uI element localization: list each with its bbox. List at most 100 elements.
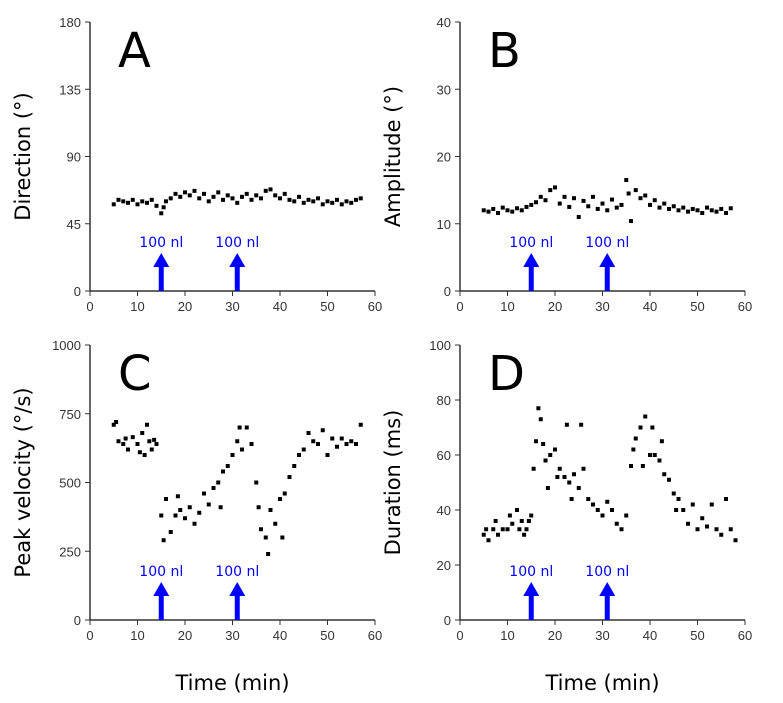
x-tick-label: 10 [500, 628, 514, 643]
data-point [216, 480, 221, 485]
data-point [481, 532, 486, 537]
data-point [316, 196, 320, 201]
data-point [529, 202, 534, 207]
x-tick-label: 30 [225, 628, 239, 643]
injection-arrow-shaft [234, 594, 240, 620]
x-tick-label: 0 [456, 299, 463, 314]
x-tick-label: 20 [178, 628, 192, 643]
y-tick-label: 90 [67, 150, 81, 165]
x-tick-label: 10 [500, 299, 514, 314]
injection-arrow-icon [523, 253, 540, 267]
injection-label: 100 nl [139, 235, 183, 251]
data-point [206, 199, 211, 204]
data-point [111, 202, 116, 207]
data-point [626, 191, 631, 196]
data-point [256, 505, 261, 510]
data-point [240, 447, 244, 452]
injection-arrow-shaft [158, 265, 164, 291]
y-tick-label: 80 [437, 393, 451, 408]
data-point [719, 532, 724, 537]
x-tick-label: 40 [273, 299, 287, 314]
data-point [648, 453, 652, 457]
data-point [225, 193, 230, 198]
data-point [690, 206, 695, 211]
data-point [505, 527, 510, 532]
data-point [629, 464, 633, 468]
data-point [695, 527, 700, 532]
data-point [652, 453, 657, 457]
data-point [676, 497, 681, 501]
data-point [662, 201, 667, 206]
injection-arrow-shaft [528, 265, 534, 291]
data-point [557, 201, 562, 206]
data-point [344, 442, 349, 446]
data-point [187, 505, 192, 510]
data-point [292, 464, 297, 468]
y-tick-label: 1000 [52, 338, 81, 353]
data-point [197, 196, 202, 201]
data-point [562, 194, 567, 199]
data-point [280, 535, 285, 540]
data-point [586, 204, 591, 209]
y-tick-label: 100 [429, 338, 451, 353]
data-point [320, 428, 325, 433]
data-point [705, 524, 709, 529]
data-point [135, 202, 140, 207]
data-point [714, 527, 719, 532]
data-point [230, 453, 235, 457]
data-point [137, 450, 142, 455]
data-point [311, 439, 316, 444]
data-point [555, 475, 560, 479]
data-point [311, 199, 316, 204]
data-point [638, 196, 643, 201]
x-tick-label: 50 [690, 628, 704, 643]
data-point [534, 439, 538, 444]
data-point [282, 191, 287, 196]
data-point [614, 521, 619, 526]
data-point [576, 215, 581, 220]
data-point [724, 210, 728, 215]
x-tick-label: 50 [320, 299, 334, 314]
y-tick-label: 20 [437, 558, 451, 573]
data-point [140, 199, 145, 204]
x-tick-label: 60 [738, 628, 752, 643]
data-point [225, 464, 230, 468]
data-point [591, 502, 595, 507]
data-point [581, 198, 586, 203]
data-point [154, 203, 159, 208]
data-point [705, 205, 709, 210]
data-point [183, 516, 187, 521]
data-point [686, 521, 690, 526]
y-tick-label: 10 [437, 217, 451, 232]
data-point [610, 508, 614, 512]
data-point [330, 200, 335, 205]
panel-label: B [488, 23, 521, 79]
data-point [733, 538, 738, 543]
injection-arrow-icon [229, 253, 246, 267]
data-point [164, 199, 168, 204]
data-point [676, 208, 681, 213]
data-point [230, 196, 235, 201]
data-point [244, 191, 249, 196]
data-point [515, 508, 519, 512]
data-point [667, 206, 671, 211]
x-tick-label: 60 [368, 299, 382, 314]
data-point [548, 188, 553, 193]
data-point [491, 206, 496, 211]
data-point [519, 519, 524, 523]
x-tick-label: 60 [738, 299, 752, 314]
data-point [586, 497, 591, 501]
data-point [631, 447, 636, 452]
y-tick-label: 500 [59, 476, 81, 491]
y-tick-label: 0 [74, 284, 81, 299]
data-point [657, 458, 662, 463]
data-point [325, 199, 330, 204]
data-point [287, 197, 292, 202]
data-point [354, 197, 358, 202]
data-point [500, 205, 505, 210]
x-tick-label: 20 [548, 628, 562, 643]
injection-label: 100 nl [215, 564, 259, 580]
data-point [149, 197, 154, 202]
data-point [619, 527, 624, 532]
